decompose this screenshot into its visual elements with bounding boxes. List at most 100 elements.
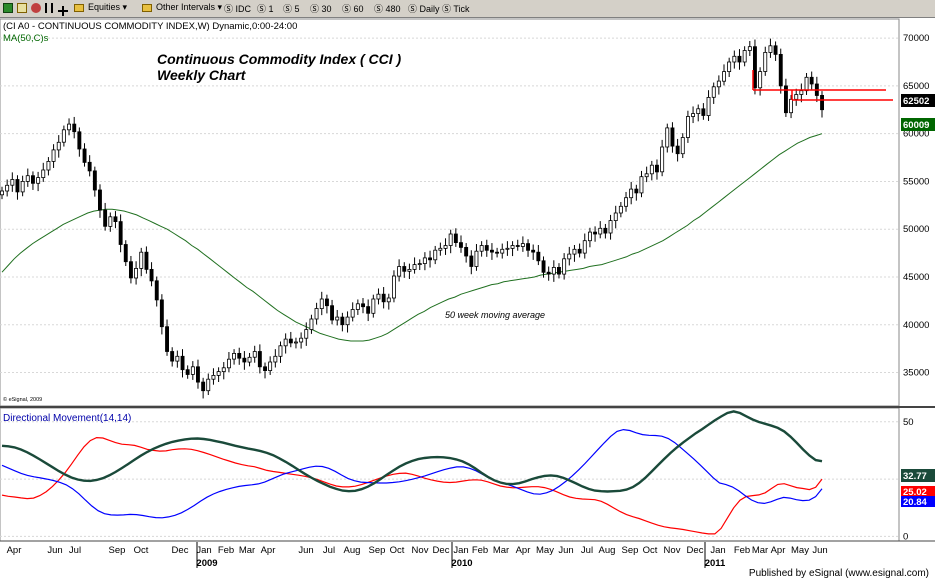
candle (36, 171, 41, 192)
month-label: Jan (196, 545, 211, 556)
month-label: Jun (298, 545, 313, 556)
ma-line (1, 133, 823, 342)
candle (221, 362, 226, 380)
candle (113, 211, 118, 229)
month-label: May (791, 545, 809, 556)
candle (608, 214, 613, 240)
candle (417, 259, 422, 271)
adx-value-label: 32.77 (903, 471, 927, 482)
candle (335, 309, 340, 326)
window-icon[interactable] (17, 3, 27, 13)
candle (655, 159, 659, 180)
other-intervals-menu[interactable]: Other Intervals ▾ (156, 2, 223, 12)
month-label: Jun (812, 545, 827, 556)
candle (722, 64, 726, 86)
candle (201, 377, 206, 399)
ma-legend: MA(50,C)s (3, 33, 49, 44)
copyright-text: © eSignal, 2009 (3, 396, 42, 403)
interval-60-button[interactable]: Ⓢ 60 (342, 4, 364, 14)
interval-30-button[interactable]: Ⓢ 30 (310, 4, 332, 14)
bars-icon[interactable] (45, 3, 53, 13)
candle (489, 243, 494, 260)
interval-480-button[interactable]: Ⓢ 480 (374, 4, 401, 14)
ma-value-tag (901, 118, 935, 131)
candle (118, 214, 123, 253)
candle (268, 356, 273, 375)
candle (670, 122, 675, 153)
candle (675, 138, 680, 162)
candle (330, 299, 334, 325)
candle (448, 229, 453, 254)
candle (644, 166, 649, 183)
candle (629, 181, 634, 205)
candle (789, 94, 793, 119)
month-label: Feb (218, 545, 234, 556)
candle (716, 75, 721, 95)
price-tick-label: 55000 (903, 176, 929, 187)
dm-tick-label: 0 (903, 531, 908, 542)
candle (247, 352, 252, 367)
daily-button[interactable]: Ⓢ Daily (408, 4, 440, 14)
candle (572, 244, 577, 262)
candle (257, 344, 262, 374)
mdi-value-label: 20.84 (903, 497, 927, 508)
candle (438, 242, 443, 256)
pdi-line (1, 436, 823, 535)
candle (495, 247, 499, 258)
idc-button[interactable]: Ⓢ IDC (224, 4, 252, 14)
candle (505, 241, 510, 256)
interval-1-button[interactable]: Ⓢ 1 (257, 4, 274, 14)
month-label: Sep (369, 545, 386, 556)
candle (562, 253, 567, 280)
candle (474, 244, 479, 271)
candle (278, 341, 283, 363)
candle (25, 168, 30, 187)
candle (500, 243, 505, 259)
candle (350, 302, 355, 322)
month-label: Oct (134, 545, 149, 556)
adx-line (1, 410, 823, 493)
candle (458, 235, 463, 253)
crosshair-icon[interactable] (58, 3, 68, 16)
price-tick-label: 45000 (903, 272, 929, 283)
footer-text: Published by eSignal (www.esignal.com) (749, 568, 929, 579)
chart-icon[interactable] (3, 3, 13, 13)
candle (98, 184, 102, 218)
candle (397, 259, 402, 282)
candle (753, 39, 757, 95)
tick-button[interactable]: Ⓢ Tick (442, 4, 470, 14)
candle (613, 205, 618, 229)
candle (144, 246, 149, 274)
interval-5-button[interactable]: Ⓢ 5 (283, 4, 300, 14)
price-tick-label: 50000 (903, 224, 929, 235)
month-label: Jul (69, 545, 81, 556)
candle (402, 262, 407, 278)
candle (706, 90, 711, 121)
candle (515, 239, 520, 251)
candle (345, 311, 350, 333)
candle (603, 223, 608, 239)
candle (165, 319, 169, 356)
candle (185, 365, 190, 379)
candle (154, 276, 159, 307)
candle (747, 40, 752, 56)
candle (108, 212, 113, 232)
candle (82, 143, 87, 167)
month-label: Jul (323, 545, 335, 556)
candle (376, 288, 381, 305)
candle (665, 123, 670, 153)
month-label: Nov (412, 545, 429, 556)
settings-icon[interactable] (31, 3, 41, 13)
candle (232, 349, 236, 365)
candle (123, 240, 128, 267)
equities-menu[interactable]: Equities ▾ (88, 2, 128, 12)
candle (5, 179, 10, 197)
candle (551, 260, 556, 282)
month-label: Oct (643, 545, 658, 556)
candle (288, 331, 293, 348)
candle (242, 351, 247, 370)
candle (660, 139, 665, 177)
candle (680, 133, 685, 159)
month-label: Apr (7, 545, 22, 556)
candle (407, 263, 412, 280)
